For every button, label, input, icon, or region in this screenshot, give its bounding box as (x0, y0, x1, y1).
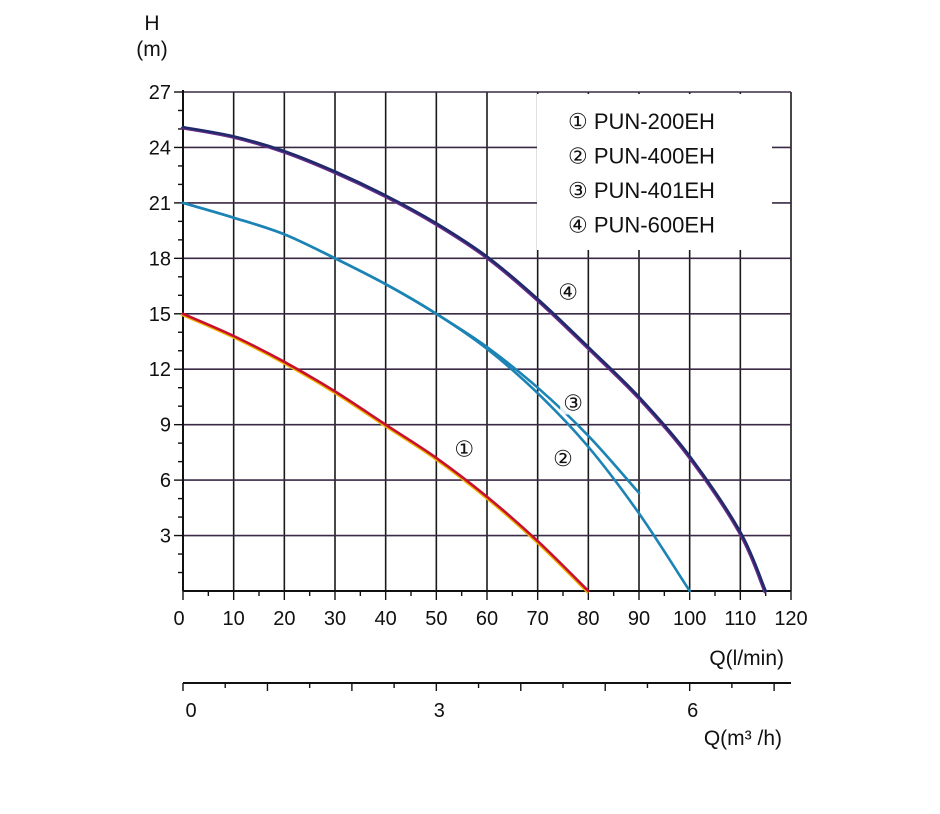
curve-label-bg (550, 443, 576, 470)
x-tick-label: 80 (577, 608, 599, 630)
series-1-shadow (180, 313, 589, 594)
x-tick-label: 90 (628, 608, 650, 630)
series-1-line (181, 312, 590, 593)
x-tick-label: 20 (273, 608, 295, 630)
y-tick-label: 12 (149, 359, 171, 381)
x-axis-title: Q(l/min) (709, 647, 784, 670)
x-tick-label: 70 (527, 608, 549, 630)
curve-label-bg (451, 434, 478, 461)
y-tick-label: 9 (160, 415, 171, 437)
y-tick-label: 3 (160, 526, 171, 548)
x-tick-label: 40 (375, 608, 397, 630)
curve-label: ② (553, 446, 573, 471)
x-tick-label: 110 (724, 608, 756, 630)
legend-box (537, 94, 772, 250)
y-tick-label: 24 (149, 137, 171, 159)
x-tick-label: 100 (673, 608, 706, 630)
y-tick-label: 27 (149, 82, 171, 104)
x2-axis-title: Q(m³ /h) (704, 727, 782, 750)
x-tick-label: 120 (774, 608, 807, 630)
legend-item: ④ PUN-600EH (568, 213, 715, 238)
legend-item: ① PUN-200EH (568, 109, 715, 134)
x-tick-label: 30 (324, 608, 346, 630)
curve-label: ④ (558, 280, 578, 305)
x2-tick-label: 6 (687, 700, 698, 722)
y-axis-title-unit: (m) (136, 38, 167, 61)
curve-label-bg (555, 277, 582, 304)
curve-label: ① (454, 437, 474, 462)
legend-item: ② PUN-400EH (568, 144, 715, 169)
curve-labels: ④ ③ ② ① (451, 277, 587, 471)
series-layer (180, 125, 767, 594)
series-3-line (181, 201, 641, 495)
y-tick-label: 18 (149, 248, 171, 270)
curve-label: ③ (563, 390, 583, 415)
legend-item: ③ PUN-401EH (568, 178, 715, 203)
x2-tick-label: 3 (434, 700, 445, 722)
x2-tick-label: 0 (185, 700, 196, 722)
curve-label-bg (560, 388, 587, 415)
x-tick-label: 50 (425, 608, 447, 630)
x-tick-label: 0 (173, 608, 184, 630)
y-tick-label: 21 (149, 193, 171, 215)
x-tick-label: 10 (223, 608, 245, 630)
series-4-line (181, 125, 767, 593)
y-tick-label: 6 (160, 470, 171, 492)
legend: ① PUN-200EH ② PUN-400EH ③ PUN-401EH ④ PUN-6… (537, 94, 772, 250)
x-tick-label: 60 (476, 608, 498, 630)
y-axis-title-h: H (144, 12, 159, 35)
y-tick-label: 15 (149, 304, 171, 326)
